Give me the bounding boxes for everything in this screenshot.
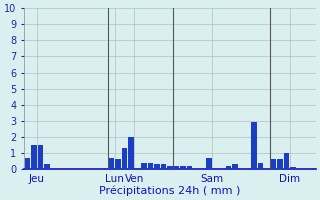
Bar (252, 122, 257, 169)
Bar (148, 163, 153, 169)
Bar (174, 166, 179, 169)
Bar (206, 158, 212, 169)
Bar (226, 166, 231, 169)
Bar (180, 166, 186, 169)
Bar (25, 158, 30, 169)
Bar (122, 148, 127, 169)
Bar (37, 145, 43, 169)
Bar (128, 137, 134, 169)
Bar (271, 159, 276, 169)
Bar (154, 164, 160, 169)
Bar (115, 159, 121, 169)
Bar (44, 164, 50, 169)
Bar (187, 166, 192, 169)
Bar (284, 153, 289, 169)
Bar (31, 145, 36, 169)
Bar (232, 164, 237, 169)
Bar (161, 164, 166, 169)
Bar (290, 167, 296, 169)
Bar (141, 163, 147, 169)
Bar (109, 158, 114, 169)
X-axis label: Précipitations 24h ( mm ): Précipitations 24h ( mm ) (99, 185, 241, 196)
Bar (258, 163, 263, 169)
Bar (167, 166, 173, 169)
Bar (277, 159, 283, 169)
